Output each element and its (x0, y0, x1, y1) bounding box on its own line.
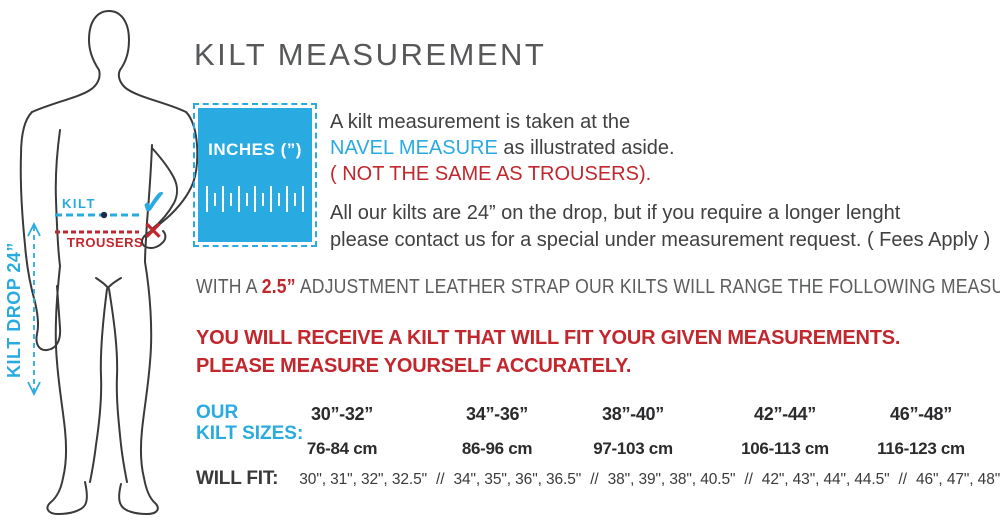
size-cm: 116-123 cm (877, 439, 965, 458)
size-column: 46”-48” 116-123 cm (877, 404, 965, 459)
will-fit-separator: // (590, 471, 599, 488)
size-column: 42”-44” 106-113 cm (741, 404, 829, 459)
kilt-drop-label: KILT DROP 24” (4, 242, 24, 378)
will-fit-group: 34", 35", 36", 36.5" (453, 471, 582, 488)
will-fit-values: 30", 31", 32", 32.5" // 34", 35", 36", 36.… (299, 471, 1000, 489)
size-inches: 30”-32” (311, 404, 373, 424)
x-icon: ✕ (143, 218, 164, 245)
size-column: 30”-32” 76-84 cm (306, 404, 378, 459)
navel-point (100, 211, 108, 219)
size-column: 38”-40” 97-103 cm (593, 404, 673, 459)
size-inches: 46”-48” (890, 404, 952, 424)
size-inches: 38”-40” (602, 404, 664, 424)
will-fit-separator: // (436, 471, 445, 488)
will-fit-label: WILL FIT: (196, 468, 279, 489)
kilt-drop-arrow (27, 221, 41, 397)
drop-note-line-1: All our kilts are 24” on the drop, but i… (330, 202, 901, 224)
kilt-sizes-label-line-1: OUR (196, 402, 239, 423)
drop-note: All our kilts are 24” on the drop, but i… (330, 200, 990, 254)
size-cm: 106-113 cm (741, 439, 829, 458)
strap-note-prefix: WITH A (196, 276, 262, 298)
size-inches: 34”-36” (466, 404, 528, 424)
size-cm: 76-84 cm (306, 439, 378, 458)
drop-note-line-2: please contact us for a special under me… (330, 229, 991, 251)
intro-line-2: NAVEL MEASURE as illustrated aside. (330, 135, 675, 161)
strap-note: WITH A 2.5” ADJUSTMENT LEATHER STRAP OUR… (196, 276, 1000, 299)
navel-measure-highlight: NAVEL MEASURE (330, 137, 498, 159)
will-fit-separator: // (898, 471, 908, 488)
will-fit-group: 30", 31", 32", 32.5" (299, 471, 428, 488)
check-icon: ✓ (140, 184, 169, 222)
size-cm: 86-96 cm (461, 439, 533, 458)
fit-statement: YOU WILL RECEIVE A KILT THAT WILL FIT YO… (196, 324, 900, 380)
kilt-line-label: KILT (62, 196, 96, 211)
strap-note-suffix: ADJUSTMENT LEATHER STRAP OUR KILTS WILL … (295, 276, 1000, 298)
kilt-sizes-label: OUR KILT SIZES: (196, 402, 303, 444)
trousers-line-label: TROUSERS (67, 235, 144, 250)
size-cm: 97-103 cm (593, 439, 673, 458)
fit-statement-line-2: PLEASE MEASURE YOURSELF ACCURATELY. (196, 355, 632, 377)
inches-measure-box-inner: INCHES (”) (198, 108, 312, 242)
size-inches: 42”-44” (754, 404, 816, 424)
inches-label: INCHES (”) (208, 140, 302, 159)
will-fit-group: 42", 43", 44", 44.5" (761, 471, 890, 488)
will-fit-separator: // (744, 471, 753, 488)
fit-statement-line-1: YOU WILL RECEIVE A KILT THAT WILL FIT YO… (196, 327, 901, 349)
intro-line-2-rest: as illustrated aside. (497, 137, 675, 159)
strap-size-highlight: 2.5” (261, 276, 296, 298)
size-columns: 30”-32” 76-84 cm 34”-36” 86-96 cm 38”-40… (0, 404, 1000, 459)
intro-paragraph: A kilt measurement is taken at the NAVEL… (330, 109, 675, 187)
kilt-measure-line (55, 211, 141, 219)
will-fit-group: 46", 47", 48", 48.5" (915, 471, 1000, 488)
inches-measure-box: INCHES (”) (193, 103, 317, 247)
page-title: KILT MEASUREMENT (194, 37, 547, 72)
intro-line-1: A kilt measurement is taken at the (330, 111, 631, 133)
intro-warning: ( NOT THE SAME AS TROUSERS). (330, 163, 652, 185)
ruler-ticks-icon (206, 184, 304, 214)
size-column: 34”-36” 86-96 cm (461, 404, 533, 459)
will-fit-row: WILL FIT: 30", 31", 32", 32.5" // 34", 35"… (196, 468, 1000, 490)
will-fit-group: 38", 39", 38", 40.5" (607, 471, 736, 488)
kilt-sizes-label-line-2: KILT SIZES: (196, 423, 304, 444)
